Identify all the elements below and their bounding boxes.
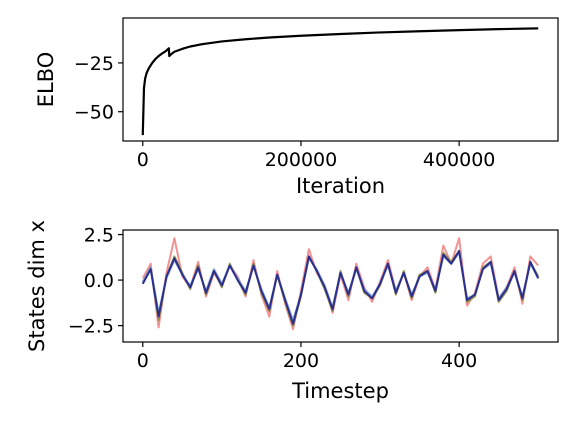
states-series-line-1 (141, 249, 540, 327)
states-ticks: 0 200 400 2.5 0.0 −2.5 (68, 225, 477, 372)
elbo-y-tick-label: −25 (74, 53, 114, 75)
states-series-line-2 (141, 251, 540, 322)
elbo-y-axis-label: ELBO (34, 52, 58, 108)
elbo-x-tick-label: 200000 (265, 149, 338, 171)
states-x-axis-label: Timestep (291, 379, 389, 403)
states-series-line-3 (141, 249, 540, 325)
states-series-group (141, 237, 540, 331)
elbo-panel: 0 200000 400000 −25 −50 Iteration ELBO (34, 17, 559, 198)
elbo-plot-frame (122, 17, 559, 142)
states-panel: 0 200 400 2.5 0.0 −2.5 Timestep States dim x (25, 220, 559, 403)
states-x-tick-label: 200 (283, 350, 319, 372)
states-y-tick-label: 2.5 (84, 225, 114, 247)
elbo-series-line-0 (141, 27, 539, 136)
elbo-series-group (141, 27, 539, 136)
elbo-x-tick-label: 400000 (423, 149, 496, 171)
states-y-tick-label: −2.5 (68, 316, 114, 338)
elbo-ticks: 0 200000 400000 −25 −50 (74, 53, 496, 171)
states-y-axis-label: States dim x (25, 220, 49, 352)
elbo-x-tick-label: 0 (137, 149, 149, 171)
states-plot-frame (122, 229, 559, 343)
elbo-x-axis-label: Iteration (296, 174, 385, 198)
elbo-y-tick-label: −50 (74, 102, 114, 124)
states-x-tick-label: 0 (137, 350, 149, 372)
states-x-tick-label: 400 (441, 350, 477, 372)
states-y-tick-label: 0.0 (84, 270, 114, 292)
